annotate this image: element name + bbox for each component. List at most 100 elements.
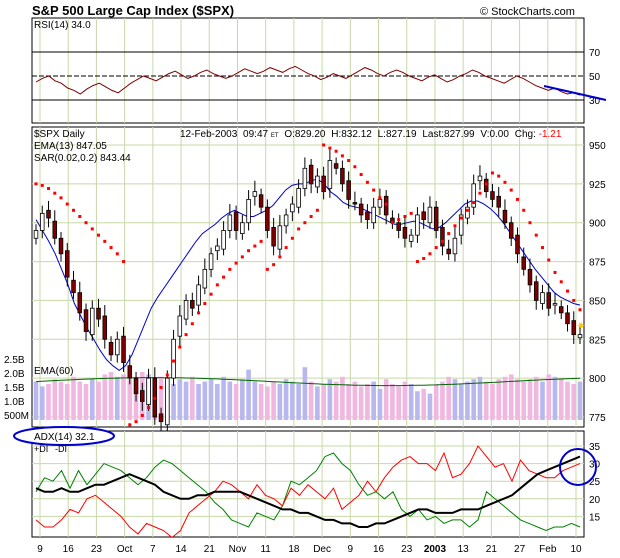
sar-dot	[172, 359, 176, 363]
candle-body	[546, 292, 551, 309]
sar-dot	[334, 149, 338, 153]
sar-dot	[303, 221, 307, 225]
candle-body	[202, 268, 208, 289]
quote-low: L:827.19	[378, 129, 417, 140]
volume-bar	[283, 379, 289, 420]
volume-bar	[540, 381, 545, 420]
candle-body	[521, 256, 526, 270]
candle-body	[471, 183, 476, 208]
candle-body	[358, 203, 364, 216]
candle-body	[527, 268, 533, 286]
volume-bar	[39, 386, 45, 420]
volume-bar	[496, 379, 502, 420]
volume-bar	[265, 386, 270, 420]
sar-dot	[328, 146, 332, 150]
sar-dot	[528, 221, 532, 225]
sar-dot	[253, 244, 257, 248]
candle-body	[458, 214, 464, 236]
sar-dot	[559, 280, 563, 284]
sar-dot	[190, 322, 194, 326]
volume-bar	[227, 381, 233, 420]
candle-body	[133, 377, 139, 395]
volume-bar	[221, 376, 226, 420]
sar-dot	[184, 333, 188, 337]
volume-axis-1-5b: 1.5B	[4, 383, 25, 394]
sar-dot	[103, 239, 107, 243]
sar-dot	[278, 255, 282, 259]
volume-bar	[171, 384, 176, 420]
candle-body	[383, 195, 389, 216]
volume-bar	[240, 379, 245, 420]
candle-body	[183, 300, 189, 320]
volume-bar	[64, 384, 70, 420]
x-tick-label: 21	[204, 544, 216, 555]
sar-dot	[522, 208, 526, 212]
volume-bar	[440, 381, 445, 420]
volume-axis-2-5b: 2.5B	[4, 355, 25, 366]
candle-body	[58, 237, 64, 255]
sar-dot	[497, 174, 501, 178]
candle-body	[377, 198, 383, 208]
adx-axis-label: 20	[589, 495, 601, 506]
volume-bar	[127, 379, 133, 420]
candle-body	[71, 279, 76, 294]
candle-body	[327, 160, 333, 189]
candle-body	[102, 315, 108, 340]
x-tick-label: Feb	[539, 544, 557, 555]
candle-body	[333, 163, 339, 169]
sar-dot	[315, 208, 319, 212]
sar-dot	[284, 246, 288, 250]
di-minus-label: -DI	[55, 444, 67, 454]
volume-bar	[296, 384, 301, 420]
candle-body	[258, 194, 264, 208]
x-tick-label: 13	[458, 544, 470, 555]
sar-dot	[47, 187, 51, 191]
copyright-label[interactable]: © StockCharts.com	[480, 6, 575, 18]
volume-bar	[89, 379, 95, 420]
sar-dot	[403, 214, 407, 218]
candle-body	[421, 211, 426, 221]
sar-dot	[453, 224, 457, 228]
candle-body	[346, 180, 351, 200]
candle-body	[515, 234, 520, 255]
rsi-line	[35, 65, 581, 96]
sar-dot	[422, 256, 426, 260]
volume-bar	[77, 381, 83, 420]
volume-bar	[321, 384, 326, 420]
x-tick-label: 9	[348, 544, 354, 555]
volume-bar	[327, 379, 333, 420]
sar-dot	[397, 218, 401, 222]
volume-bar	[465, 381, 470, 420]
quote-date: 12-Feb-2003	[180, 129, 238, 140]
candle-body	[171, 338, 176, 379]
sar-dot	[153, 396, 157, 400]
sar-dot	[159, 385, 163, 389]
sar-dot	[97, 233, 101, 237]
sar-dot	[378, 196, 382, 200]
adx-label: ADX(14) 32.1	[34, 432, 95, 443]
quote-time: 09:47	[243, 129, 268, 140]
volume-bar	[340, 376, 345, 420]
x-tick-label: 2003	[424, 544, 447, 555]
sar-dot	[297, 227, 301, 231]
candle-body	[533, 281, 539, 301]
volume-bar	[202, 381, 208, 420]
sar-dot	[322, 143, 326, 147]
volume-bar	[427, 393, 433, 420]
volume-bar	[558, 379, 564, 420]
sar-dot	[240, 255, 244, 259]
volume-bar	[508, 374, 514, 420]
candle-body	[283, 214, 289, 227]
volume-bar	[233, 384, 239, 420]
candle-body	[265, 206, 270, 231]
volume-bar	[246, 369, 251, 420]
ema-label: EMA(13) 847.05	[34, 141, 107, 152]
volume-bar	[177, 379, 183, 420]
price-axis-label: 800	[589, 374, 606, 385]
sar-dot	[197, 311, 201, 315]
volume-bar	[52, 379, 58, 420]
sar-dot	[65, 202, 69, 206]
candle-body	[252, 191, 258, 197]
sar-dot	[259, 239, 263, 243]
sar-dot	[72, 208, 76, 212]
